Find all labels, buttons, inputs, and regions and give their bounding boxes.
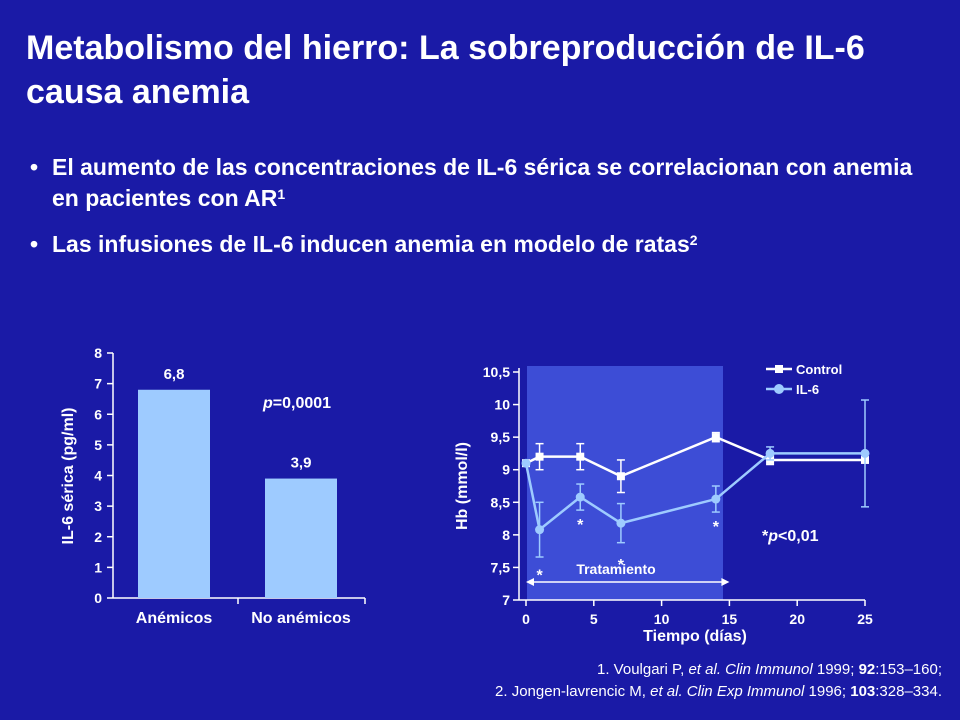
data-point-control (616, 472, 625, 481)
y-tick-label: 7 (502, 592, 510, 608)
y-tick-label: 8,5 (491, 494, 511, 510)
data-point-control (576, 452, 585, 461)
reference-1: 1. Voulgari P, et al. Clin Immunol 1999;… (597, 661, 942, 678)
y-tick-label: 3 (94, 498, 102, 514)
reference-2: 2. Jongen-lavrencic M, et al. Clin Exp I… (495, 683, 942, 700)
bullet-text: Las infusiones de IL-6 inducen anemia en… (52, 231, 690, 257)
y-axis-label: Hb (mmol/l) (454, 442, 471, 530)
x-tick-label: 0 (522, 611, 530, 627)
bullet-item: • Las infusiones de IL-6 inducen anemia e… (30, 229, 930, 260)
x-tick-label: No anémicos (251, 610, 351, 627)
bullet-text: El aumento de las concentraciones de IL-… (52, 154, 913, 211)
bullet-superscript: 2 (689, 232, 698, 248)
p-value-annotation: p=0,0001 (262, 395, 331, 412)
y-tick-label: 2 (94, 529, 102, 545)
significance-marker: * (618, 557, 625, 574)
references: 1. Voulgari P, et al. Clin Immunol 1999;… (495, 659, 942, 703)
bullet-dot: • (30, 231, 39, 257)
y-axis-label: IL-6 sérica (pg/ml) (60, 408, 77, 545)
y-tick-label: 9 (502, 462, 510, 478)
bullet-list: • El aumento de las concentraciones de IL… (30, 152, 930, 275)
bar (138, 389, 210, 598)
bullet-superscript: 1 (277, 186, 286, 202)
legend-label-control: Control (796, 362, 842, 377)
significance-marker: * (713, 519, 720, 536)
significance-marker: * (536, 568, 543, 585)
bullet-dot: • (30, 154, 39, 180)
bullet-item: • El aumento de las concentraciones de IL… (30, 152, 930, 214)
y-tick-label: 4 (94, 468, 102, 484)
bar (265, 478, 337, 598)
y-tick-label: 1 (94, 559, 102, 575)
data-point-control (535, 452, 544, 461)
data-point-il-6 (711, 494, 721, 504)
data-point-il-6 (616, 518, 626, 528)
data-point-il-6 (575, 492, 585, 502)
y-tick-label: 7,5 (491, 559, 511, 575)
x-tick-label: 20 (789, 611, 805, 627)
data-point-il-6 (521, 458, 531, 468)
x-tick-label: Anémicos (136, 610, 213, 627)
y-tick-label: 5 (94, 437, 102, 453)
data-point-control (711, 433, 720, 442)
x-tick-label: 10 (654, 611, 670, 627)
y-tick-label: 0 (94, 590, 102, 606)
data-label: 3,9 (291, 455, 312, 472)
legend-marker (774, 384, 784, 394)
y-tick-label: 10,5 (483, 364, 510, 380)
y-tick-label: 8 (502, 527, 510, 543)
significance-annotation: *p<0,01 (762, 528, 819, 545)
treatment-arrowhead (526, 578, 534, 586)
data-point-il-6 (765, 448, 775, 458)
x-axis-label: Tiempo (días) (643, 628, 747, 645)
data-point-il-6 (535, 525, 545, 535)
y-tick-label: 6 (94, 406, 102, 422)
x-tick-label: 25 (857, 611, 873, 627)
slide-title: Metabolismo del hierro: La sobreproducci… (26, 29, 865, 111)
significance-marker: * (577, 517, 584, 534)
data-point-il-6 (860, 448, 870, 458)
legend-marker (775, 365, 783, 373)
legend-label-il-6: IL-6 (796, 382, 819, 397)
data-label: 6,8 (164, 366, 185, 383)
x-tick-label: 15 (722, 611, 738, 627)
treatment-band (527, 366, 723, 600)
y-tick-label: 10 (494, 397, 510, 413)
y-tick-label: 7 (94, 376, 102, 392)
treatment-arrowhead (721, 578, 730, 586)
y-tick-label: 9,5 (491, 429, 511, 445)
treatment-label: Tratamiento (576, 561, 655, 577)
y-tick-label: 8 (94, 345, 102, 361)
x-tick-label: 5 (590, 611, 598, 627)
